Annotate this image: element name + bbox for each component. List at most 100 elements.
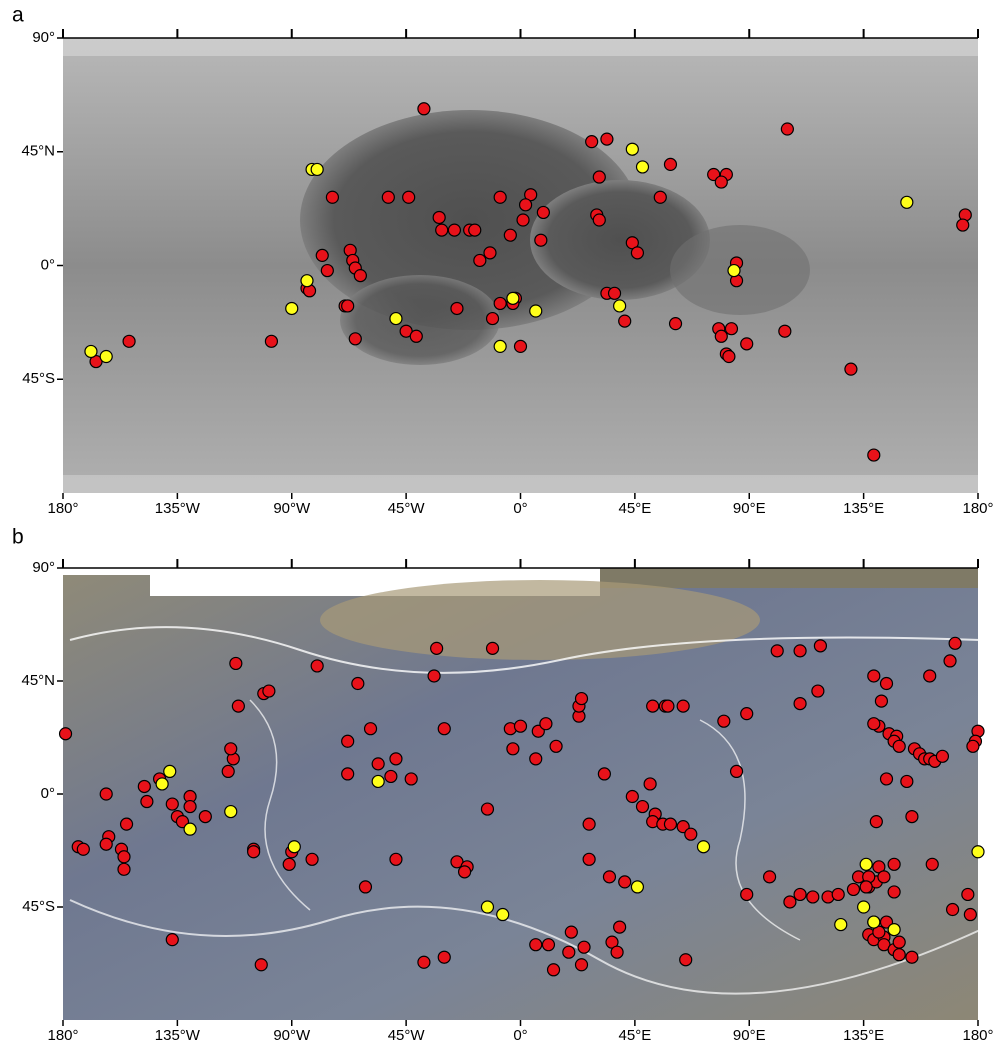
site-marker	[874, 694, 889, 708]
site-marker	[409, 329, 423, 343]
site-marker	[717, 714, 731, 728]
site-marker	[287, 840, 301, 854]
site-marker	[905, 950, 919, 964]
site-marker	[948, 636, 962, 650]
site-marker	[506, 291, 520, 305]
site-marker	[389, 852, 403, 866]
site-marker	[859, 880, 873, 894]
site-marker	[740, 707, 754, 721]
site-marker	[483, 246, 497, 260]
site-marker	[473, 253, 487, 268]
site-marker	[99, 787, 113, 801]
site-marker	[582, 852, 596, 866]
site-marker	[493, 339, 507, 353]
x-tick-label: 0°	[513, 500, 527, 517]
site-marker	[727, 263, 741, 278]
x-tick-label: 135°W	[155, 1027, 201, 1044]
site-marker	[198, 809, 212, 824]
site-marker	[117, 862, 131, 876]
site-marker	[813, 639, 828, 653]
site-marker	[310, 659, 324, 673]
panel-label: a	[12, 4, 24, 27]
site-marker	[585, 135, 599, 149]
site-marker	[285, 301, 299, 316]
site-marker	[793, 696, 807, 711]
site-marker	[427, 669, 441, 683]
site-marker	[663, 817, 678, 831]
site-marker	[663, 157, 678, 171]
site-marker	[613, 299, 627, 313]
site-marker	[546, 963, 561, 977]
site-marker	[956, 218, 970, 232]
site-marker	[562, 945, 576, 959]
site-marker	[384, 769, 398, 784]
site-marker	[778, 324, 792, 338]
site-marker	[493, 190, 507, 204]
x-tick-label: 180°	[47, 500, 78, 517]
site-marker	[582, 817, 596, 831]
map-b-background	[63, 568, 981, 1020]
site-marker	[183, 822, 197, 836]
site-marker	[923, 669, 937, 683]
site-marker	[574, 691, 589, 706]
x-tick-label: 180°	[47, 1027, 78, 1044]
site-marker	[165, 933, 179, 947]
site-marker	[264, 334, 279, 348]
site-marker	[341, 299, 355, 313]
site-marker	[943, 654, 957, 668]
site-marker	[539, 717, 553, 731]
x-tick-label: 180°	[962, 500, 993, 517]
x-tick-label: 135°E	[843, 500, 884, 517]
site-marker	[714, 175, 728, 189]
site-marker	[513, 339, 528, 353]
site-marker	[404, 772, 418, 786]
x-tick-label: 90°W	[273, 1027, 311, 1044]
site-marker	[353, 269, 367, 283]
site-marker	[668, 317, 683, 331]
site-marker	[770, 644, 784, 658]
site-marker	[485, 311, 500, 326]
y-tick-label: 45°N	[21, 672, 55, 689]
site-marker	[783, 895, 797, 909]
site-marker	[963, 907, 977, 922]
site-marker	[793, 887, 807, 902]
site-marker	[925, 857, 939, 871]
site-marker	[618, 314, 632, 328]
site-marker	[300, 274, 314, 288]
y-tick-label: 0°	[41, 256, 55, 273]
map-a-background	[63, 38, 978, 493]
site-marker	[496, 907, 510, 922]
x-tick-label: 90°E	[733, 500, 766, 517]
site-marker	[513, 719, 528, 733]
site-marker	[844, 362, 858, 376]
site-marker	[371, 774, 385, 789]
site-marker	[684, 827, 698, 841]
site-marker	[358, 880, 373, 894]
site-marker	[117, 850, 131, 864]
site-marker	[371, 757, 385, 771]
site-marker	[506, 742, 520, 756]
site-marker	[529, 752, 543, 766]
site-marker	[740, 887, 754, 902]
site-marker	[122, 334, 136, 348]
site-marker	[600, 132, 614, 146]
site-marker	[646, 699, 660, 713]
y-tick-label: 90°	[32, 29, 55, 46]
site-marker	[516, 213, 530, 227]
site-marker	[607, 286, 622, 300]
site-marker	[811, 684, 825, 698]
site-marker	[592, 170, 606, 184]
site-marker	[137, 779, 151, 794]
site-marker	[430, 641, 444, 655]
site-marker	[630, 880, 645, 894]
site-marker	[869, 815, 883, 829]
site-marker	[262, 684, 276, 698]
site-marker	[879, 772, 894, 786]
site-marker	[437, 950, 451, 964]
site-marker	[625, 142, 639, 156]
site-marker	[224, 804, 238, 819]
site-marker	[315, 248, 329, 262]
site-marker	[341, 734, 355, 748]
site-marker	[310, 162, 324, 177]
x-tick-label: 135°W	[155, 500, 201, 517]
